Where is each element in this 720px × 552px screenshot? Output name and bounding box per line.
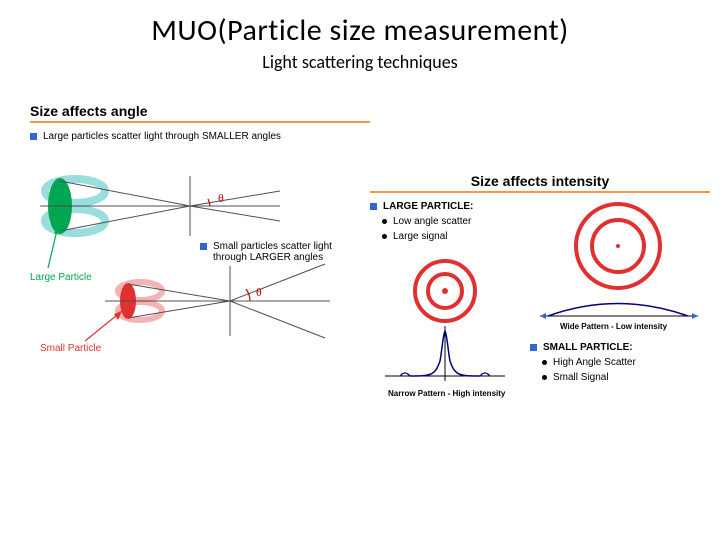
bullet-square-icon (530, 344, 537, 351)
large-sub-1-text: Low angle scatter (393, 216, 471, 227)
small-particle-heading-text: SMALL PARTICLE: (543, 342, 633, 353)
left-bullet-1-text: Large particles scatter light through SM… (43, 131, 281, 142)
narrow-caption: Narrow Pattern - High intensity (388, 389, 506, 398)
small-sub-1-text: High Angle Scatter (553, 357, 636, 368)
bullet-square-icon (30, 133, 37, 140)
small-sub-1: High Angle Scatter (530, 357, 705, 368)
large-particle-heading-text: LARGE PARTICLE: (383, 201, 473, 212)
scatter-angle-diagram: θ Large Particle Small particles scatter… (30, 146, 370, 366)
bullet-dot-icon (382, 219, 387, 224)
small-particle-heading: SMALL PARTICLE: (530, 342, 705, 353)
small-particle-cone: θ (105, 264, 330, 338)
wide-caption: Wide Pattern - Low intensity (560, 322, 668, 331)
bullet-square-icon (370, 203, 377, 210)
wide-pattern-diagram: Wide Pattern - Low intensity (530, 201, 705, 331)
bullet-dot-icon (382, 234, 387, 239)
narrow-pattern-diagram: Narrow Pattern - High intensity (370, 246, 520, 401)
small-sub-2-text: Small Signal (553, 372, 609, 383)
large-particle-label: Large Particle (30, 272, 92, 283)
page-subtitle: Light scattering techniques (0, 51, 720, 73)
small-particle-column: Wide Pattern - Low intensity SMALL PARTI… (530, 201, 705, 406)
left-bullet-1: Large particles scatter light through SM… (30, 131, 370, 142)
bullet-square-icon (200, 243, 207, 250)
bullet-dot-icon (542, 375, 547, 380)
left-bullet-2: Small particles scatter light through LA… (200, 241, 365, 263)
right-header: Size affects intensity (370, 173, 710, 193)
large-particle-cone: θ (40, 176, 280, 236)
theta-small: θ (256, 285, 262, 299)
large-particle-heading: LARGE PARTICLE: (370, 201, 520, 212)
left-panel: Size affects angle Large particles scatt… (30, 103, 370, 366)
small-particle-label: Small Particle (40, 343, 102, 354)
page-title: MUO(Particle size measurement) (0, 12, 720, 49)
large-sub-2: Large signal (370, 231, 520, 242)
large-sub-1: Low angle scatter (370, 216, 520, 227)
left-header: Size affects angle (30, 103, 370, 123)
right-panel: Size affects intensity LARGE PARTICLE: L… (370, 173, 710, 406)
small-sub-2: Small Signal (530, 372, 705, 383)
theta-large: θ (218, 191, 224, 205)
content-area: Size affects angle Large particles scatt… (0, 73, 720, 513)
left-bullet-2-text: Small particles scatter light through LA… (213, 241, 365, 263)
large-particle-column: LARGE PARTICLE: Low angle scatter Large … (370, 201, 520, 406)
bullet-dot-icon (542, 360, 547, 365)
large-sub-2-text: Large signal (393, 231, 447, 242)
